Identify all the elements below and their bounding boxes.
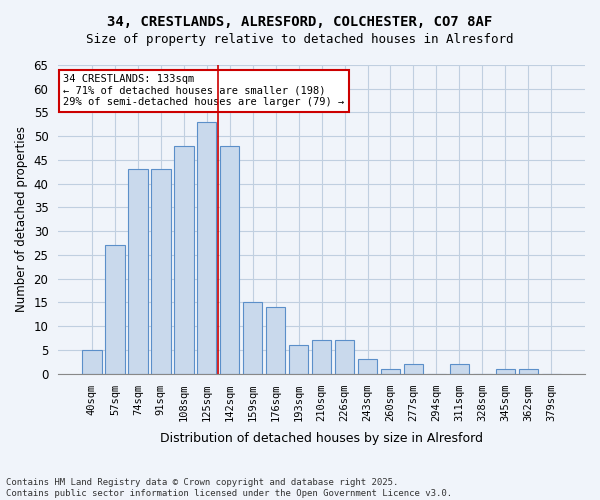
Bar: [105, 246, 125, 374]
Bar: [197, 122, 217, 374]
Text: Contains HM Land Registry data © Crown copyright and database right 2025.
Contai: Contains HM Land Registry data © Crown c…: [6, 478, 452, 498]
Bar: [243, 302, 262, 374]
Text: Size of property relative to detached houses in Alresford: Size of property relative to detached ho…: [86, 32, 514, 46]
Bar: [128, 170, 148, 374]
X-axis label: Distribution of detached houses by size in Alresford: Distribution of detached houses by size …: [160, 432, 483, 445]
Bar: [335, 340, 355, 374]
Bar: [266, 307, 286, 374]
Bar: [449, 364, 469, 374]
Bar: [220, 146, 239, 374]
Bar: [358, 360, 377, 374]
Text: 34 CRESTLANDS: 133sqm
← 71% of detached houses are smaller (198)
29% of semi-det: 34 CRESTLANDS: 133sqm ← 71% of detached …: [64, 74, 344, 108]
Bar: [404, 364, 423, 374]
Bar: [312, 340, 331, 374]
Bar: [381, 369, 400, 374]
Bar: [518, 369, 538, 374]
Bar: [82, 350, 101, 374]
Bar: [174, 146, 194, 374]
Text: 34, CRESTLANDS, ALRESFORD, COLCHESTER, CO7 8AF: 34, CRESTLANDS, ALRESFORD, COLCHESTER, C…: [107, 15, 493, 29]
Y-axis label: Number of detached properties: Number of detached properties: [15, 126, 28, 312]
Bar: [496, 369, 515, 374]
Bar: [151, 170, 170, 374]
Bar: [289, 345, 308, 374]
